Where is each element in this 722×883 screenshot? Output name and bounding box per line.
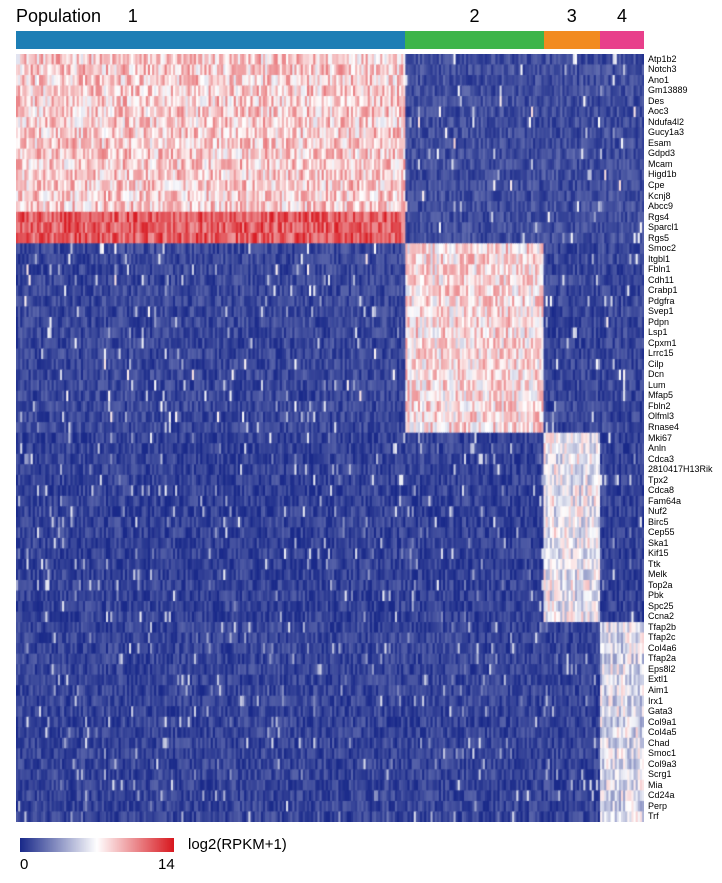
gene-label: Col9a3 [648, 760, 677, 769]
color-scale-bar [20, 838, 174, 852]
gene-label: Smoc2 [648, 244, 676, 253]
gene-label: Cd24a [648, 791, 675, 800]
gene-label: Crabp1 [648, 286, 678, 295]
gene-label: Dcn [648, 370, 664, 379]
gene-label: Ttk [648, 560, 661, 569]
gene-label: Gucy1a3 [648, 128, 684, 137]
gene-label: Tfap2a [648, 654, 676, 663]
gene-label: Rgs5 [648, 234, 669, 243]
gene-label: Mcam [648, 160, 673, 169]
gene-label: Col9a1 [648, 718, 677, 727]
population-number-4: 4 [617, 6, 627, 27]
gene-label: Lrrc15 [648, 349, 674, 358]
gene-label: Rnase4 [648, 423, 679, 432]
population-bar-4 [600, 31, 644, 49]
gene-label: Tfap2c [648, 633, 676, 642]
gene-label: Birc5 [648, 518, 669, 527]
gene-label: Aim1 [648, 686, 669, 695]
gene-label: Spc25 [648, 602, 674, 611]
gene-label: Itgbl1 [648, 255, 670, 264]
gene-label: Svep1 [648, 307, 674, 316]
gene-label: Lsp1 [648, 328, 668, 337]
population-bar-3 [544, 31, 601, 49]
gene-label: Cep55 [648, 528, 675, 537]
population-number-2: 2 [469, 6, 479, 27]
gene-label: Gdpd3 [648, 149, 675, 158]
gene-label: Extl1 [648, 675, 668, 684]
gene-label: Fbln1 [648, 265, 671, 274]
gene-label: Cdh11 [648, 276, 674, 285]
gene-label: Chad [648, 739, 670, 748]
gene-label: Notch3 [648, 65, 677, 74]
gene-label: Col4a6 [648, 644, 677, 653]
gene-label: Ccna2 [648, 612, 674, 621]
population-number-1: 1 [128, 6, 138, 27]
gene-label: Des [648, 97, 664, 106]
gene-label: Melk [648, 570, 667, 579]
gene-label: Eps8l2 [648, 665, 676, 674]
gene-label: Cpxm1 [648, 339, 677, 348]
expression-heatmap [16, 54, 644, 822]
gene-label: Aoc3 [648, 107, 669, 116]
gene-label: Gm13889 [648, 86, 688, 95]
figure-container: { "layout": { "figure_width": 722, "figu… [0, 0, 722, 883]
gene-label: Col4a5 [648, 728, 677, 737]
gene-label: Trf [648, 812, 659, 821]
gene-label: Pbk [648, 591, 664, 600]
color-scale-label: log2(RPKM+1) [188, 836, 287, 853]
gene-label: Pdpn [648, 318, 669, 327]
gene-label: Cpe [648, 181, 665, 190]
gene-label: Ska1 [648, 539, 669, 548]
gene-label: Higd1b [648, 170, 677, 179]
gene-label: Fbln2 [648, 402, 671, 411]
gene-label: Olfml3 [648, 412, 674, 421]
gene-label: Mki67 [648, 434, 672, 443]
gene-label: Top2a [648, 581, 673, 590]
gene-label: Scrg1 [648, 770, 672, 779]
gene-label: Lum [648, 381, 666, 390]
gene-label: Cdca3 [648, 455, 674, 464]
gene-label: Anln [648, 444, 666, 453]
gene-label: 2810417H13Rik [648, 465, 713, 474]
population-bar-2 [405, 31, 543, 49]
gene-label: Nuf2 [648, 507, 667, 516]
gene-label: Fam64a [648, 497, 681, 506]
gene-label: Smoc1 [648, 749, 676, 758]
gene-label: Pdgfra [648, 297, 675, 306]
population-bar-1 [16, 31, 405, 49]
gene-label: Cilp [648, 360, 664, 369]
gene-label: Mfap5 [648, 391, 673, 400]
gene-label: Ano1 [648, 76, 669, 85]
gene-label: Abcc9 [648, 202, 673, 211]
gene-label: Atp1b2 [648, 55, 677, 64]
gene-label: Gata3 [648, 707, 673, 716]
population-header-label: Population [16, 6, 101, 27]
gene-label: Ndufa4l2 [648, 118, 684, 127]
gene-label: Tpx2 [648, 476, 668, 485]
gene-label: Sparcl1 [648, 223, 679, 232]
gene-label: Kif15 [648, 549, 669, 558]
gene-label: Cdca8 [648, 486, 674, 495]
color-scale-min: 0 [20, 856, 28, 873]
gene-label: Rgs4 [648, 213, 669, 222]
gene-label: Esam [648, 139, 671, 148]
gene-label: Irx1 [648, 697, 663, 706]
population-number-3: 3 [567, 6, 577, 27]
gene-label: Mia [648, 781, 663, 790]
gene-label: Perp [648, 802, 667, 811]
gene-label: Tfap2b [648, 623, 676, 632]
color-scale-max: 14 [158, 856, 175, 873]
gene-label: Kcnj8 [648, 192, 671, 201]
